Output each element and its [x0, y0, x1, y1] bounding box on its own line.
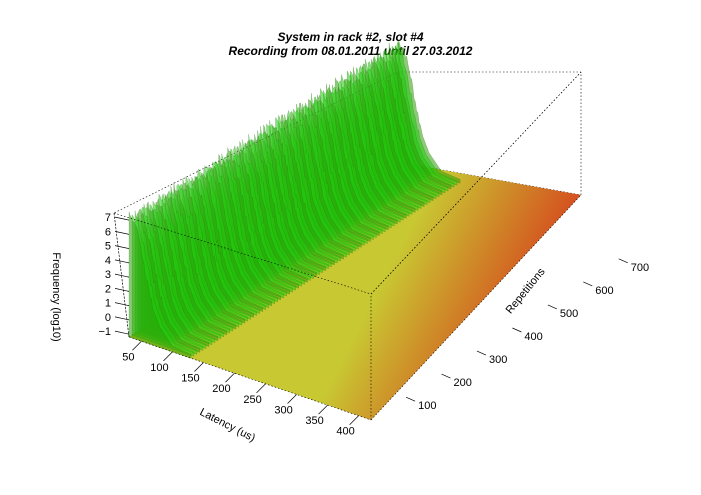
box-front-edge — [128, 336, 372, 421]
y-tick-label: 700 — [631, 262, 649, 274]
y-tick — [583, 281, 593, 287]
z-axis-label: Frequency (log10) — [50, 252, 62, 341]
x-tick-label: 400 — [336, 426, 354, 438]
x-tick-label: 150 — [181, 373, 199, 385]
y-tick — [476, 350, 487, 356]
z-tick — [114, 245, 130, 249]
z-tick-label: 5 — [105, 241, 111, 253]
z-tick-label: 4 — [105, 255, 111, 267]
z-tick-label: 6 — [105, 226, 111, 238]
axes: 5010015020025030035040010020030040050060… — [98, 212, 649, 438]
y-tick — [512, 327, 522, 333]
z-tick — [114, 231, 130, 235]
y-axis-label: Repetitions — [504, 266, 548, 317]
x-tick — [349, 415, 359, 425]
y-tick — [618, 258, 628, 264]
y-tick — [547, 304, 557, 310]
y-tick-label: 300 — [489, 354, 507, 366]
z-tick-label: −1 — [98, 326, 111, 338]
x-tick-label: 300 — [274, 404, 292, 416]
z-tick-label: 3 — [105, 269, 111, 281]
x-tick — [256, 383, 266, 394]
z-tick-label: 1 — [105, 298, 111, 310]
x-tick — [194, 362, 204, 372]
y-tick-label: 600 — [595, 285, 613, 297]
z-tick-label: 0 — [105, 312, 111, 324]
x-tick — [132, 341, 142, 351]
surface-ridge — [128, 211, 192, 359]
x-axis-label: Latency (us) — [198, 406, 257, 444]
box-front-edges — [113, 71, 582, 421]
x-tick-label: 200 — [212, 383, 230, 395]
x-tick-label: 100 — [150, 362, 168, 374]
z-tick — [114, 273, 130, 278]
x-tick-label: 350 — [305, 415, 323, 427]
box-front-edge — [113, 212, 372, 295]
surface-floor — [129, 162, 581, 420]
y-tick-label: 200 — [454, 377, 472, 389]
y-tick — [405, 396, 416, 402]
x-tick — [163, 351, 173, 362]
z-tick — [114, 216, 130, 221]
z-tick — [114, 288, 130, 292]
x-tick-label: 250 — [243, 394, 261, 406]
box-front-edge — [370, 194, 582, 421]
surface — [128, 40, 581, 420]
z-tick — [114, 302, 130, 306]
y-tick-label: 100 — [418, 400, 436, 412]
y-tick — [441, 373, 451, 379]
x-tick — [287, 394, 297, 404]
chart-subtitle: Recording from 08.01.2011 until 27.03.20… — [228, 44, 473, 58]
z-tick — [114, 316, 130, 321]
z-tick-label: 2 — [105, 283, 111, 295]
y-tick-label: 400 — [524, 331, 542, 343]
x-tick — [225, 372, 235, 383]
z-tick — [114, 330, 130, 335]
z-tick-label: 7 — [105, 212, 111, 224]
x-tick-label: 50 — [122, 351, 134, 363]
x-tick — [318, 404, 328, 415]
chart-title: System in rack #2, slot #4 — [277, 30, 424, 44]
y-tick-label: 500 — [560, 308, 578, 320]
z-tick — [114, 259, 130, 264]
